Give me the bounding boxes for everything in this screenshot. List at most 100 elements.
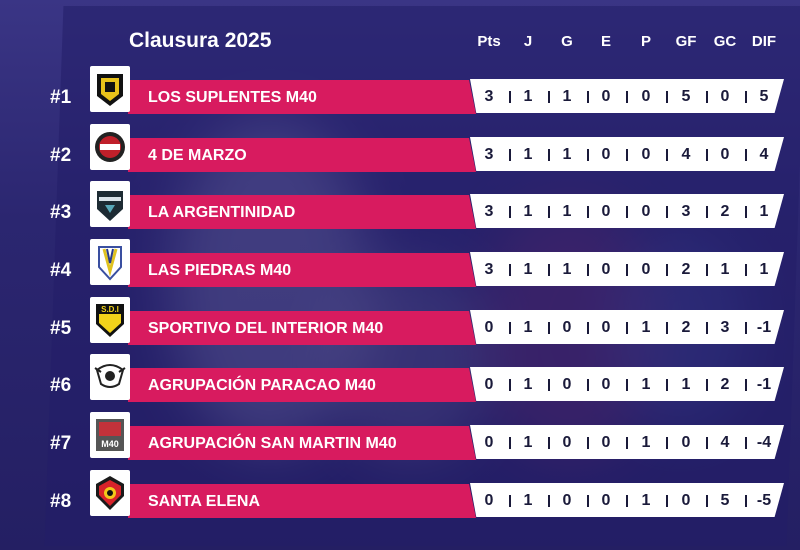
team-name-bar [128, 484, 476, 518]
stat-gf: 0 [681, 434, 691, 451]
stat-p: 1 [641, 434, 651, 451]
stat-divider [666, 206, 668, 218]
stat-dif: -5 [756, 492, 772, 509]
stat-e: 0 [601, 376, 611, 393]
stat-divider [626, 91, 628, 103]
stat-divider [745, 206, 747, 218]
stat-divider [626, 264, 628, 276]
stat-divider [666, 322, 668, 334]
stat-gf: 0 [681, 492, 691, 509]
stat-j: 1 [523, 146, 533, 163]
team-name: SANTA ELENA [148, 493, 260, 510]
stat-divider [745, 91, 747, 103]
stat-e: 0 [601, 203, 611, 220]
stat-dif: -1 [756, 376, 772, 393]
team-name-bar [128, 138, 476, 172]
rank-label: #5 [50, 318, 72, 339]
stat-p: 1 [641, 492, 651, 509]
stat-divider [745, 264, 747, 276]
stat-pts: 3 [484, 203, 494, 220]
stat-gc: 1 [720, 261, 730, 278]
team-name: AGRUPACIÓN PARACAO M40 [148, 377, 376, 394]
team-name: AGRUPACIÓN SAN MARTIN M40 [148, 435, 397, 452]
stat-g: 0 [562, 376, 572, 393]
team-name-bar [128, 80, 476, 114]
stat-divider [706, 264, 708, 276]
table-title: Clausura 2025 [129, 29, 272, 52]
stat-divider [666, 264, 668, 276]
team-name: 4 DE MARZO [148, 147, 247, 164]
team-crest-icon [90, 354, 130, 400]
stat-dif: 5 [759, 88, 769, 105]
rank-label: #7 [50, 433, 72, 454]
stat-divider [626, 437, 628, 449]
stat-p: 0 [641, 261, 651, 278]
stat-g: 1 [562, 203, 572, 220]
team-name: LA ARGENTINIDAD [148, 204, 296, 221]
table-row: #3 LA ARGENTINIDAD 3 1 1 0 0 3 2 1 [0, 181, 800, 253]
stat-divider [509, 91, 511, 103]
stat-p: 0 [641, 146, 651, 163]
stat-j: 1 [523, 88, 533, 105]
table-row: #5 S.D.I SPORTIVO DEL INTERIOR M40 0 1 0 0 1 2 3 -… [0, 297, 800, 369]
table-row: #4 LAS PIEDRAS M40 3 1 1 0 0 2 1 1 [0, 239, 800, 311]
stat-e: 0 [601, 88, 611, 105]
stat-divider [666, 437, 668, 449]
column-header-j: J [523, 33, 533, 50]
stat-gc: 3 [720, 319, 730, 336]
stat-gc: 4 [720, 434, 730, 451]
stat-divider [509, 379, 511, 391]
svg-text:M40: M40 [101, 439, 119, 449]
stat-divider [745, 379, 747, 391]
svg-text:S.D.I: S.D.I [101, 305, 119, 314]
stat-divider [745, 437, 747, 449]
stat-j: 1 [523, 203, 533, 220]
stat-dif: -4 [756, 434, 772, 451]
stat-j: 1 [523, 261, 533, 278]
stat-divider [745, 495, 747, 507]
stat-divider [548, 495, 550, 507]
stat-divider [587, 264, 589, 276]
stat-gc: 0 [720, 88, 730, 105]
stat-divider [509, 206, 511, 218]
stat-j: 1 [523, 492, 533, 509]
stat-gc: 5 [720, 492, 730, 509]
stat-divider [509, 495, 511, 507]
stat-divider [587, 379, 589, 391]
stat-divider [548, 149, 550, 161]
stat-divider [548, 91, 550, 103]
stat-divider [587, 91, 589, 103]
rank-label: #2 [50, 145, 72, 166]
stat-divider [666, 149, 668, 161]
stat-g: 1 [562, 261, 572, 278]
team-crest-icon [90, 470, 130, 516]
stat-gc: 2 [720, 376, 730, 393]
stat-divider [626, 206, 628, 218]
rank-label: #3 [50, 202, 72, 223]
stat-divider [548, 379, 550, 391]
team-name-bar [128, 253, 476, 287]
rank-label: #1 [50, 87, 72, 108]
rank-label: #4 [50, 260, 72, 281]
stat-divider [548, 206, 550, 218]
stat-divider [706, 149, 708, 161]
stat-divider [548, 437, 550, 449]
team-crest-icon [90, 181, 130, 227]
stat-pts: 3 [484, 88, 494, 105]
stat-divider [666, 495, 668, 507]
stat-pts: 0 [484, 319, 494, 336]
stat-gf: 2 [681, 261, 691, 278]
team-crest-icon [90, 239, 130, 285]
team-crest-icon: S.D.I [90, 297, 130, 343]
stat-divider [706, 91, 708, 103]
stat-e: 0 [601, 261, 611, 278]
table-row: #6 AGRUPACIÓN PARACAO M40 0 1 0 0 1 1 2 -1 [0, 354, 800, 426]
table-row: #7 M40 AGRUPACIÓN SAN MARTIN M40 0 1 0 0 1 0 4 -4 [0, 412, 800, 484]
stat-divider [548, 322, 550, 334]
stat-divider [587, 322, 589, 334]
stat-p: 0 [641, 203, 651, 220]
stat-pts: 0 [484, 492, 494, 509]
stat-dif: -1 [756, 319, 772, 336]
stat-divider [548, 264, 550, 276]
team-name-bar [128, 368, 476, 402]
